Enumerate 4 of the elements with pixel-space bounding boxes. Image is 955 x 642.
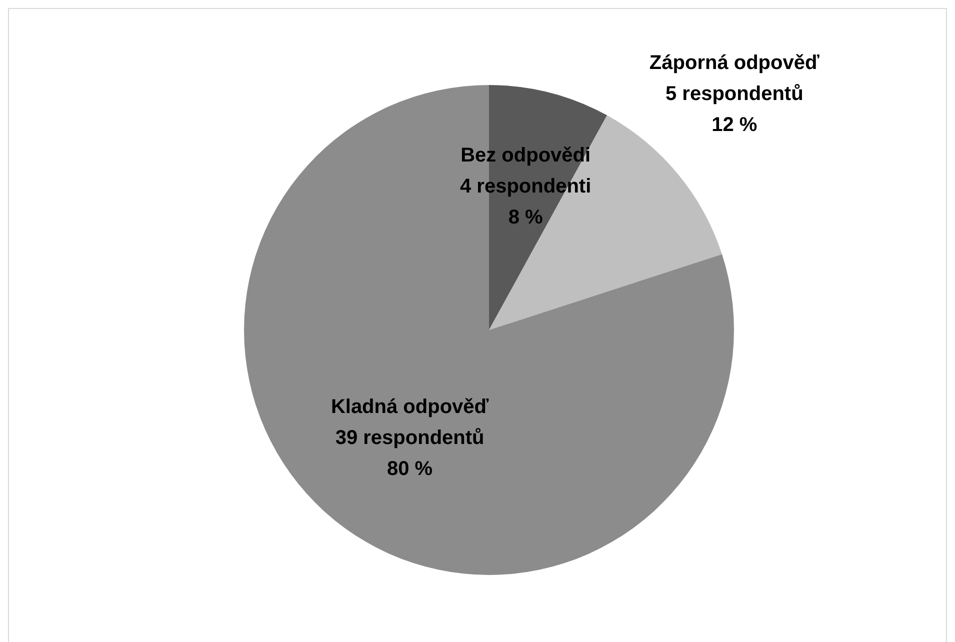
slice-label: Záporná odpověď — [649, 52, 820, 74]
slice-label: Kladná odpověď — [330, 396, 490, 418]
data-label: 5 respondentů 12 % — [666, 83, 804, 136]
data-label: 39 respondentů 80 % — [335, 427, 484, 480]
